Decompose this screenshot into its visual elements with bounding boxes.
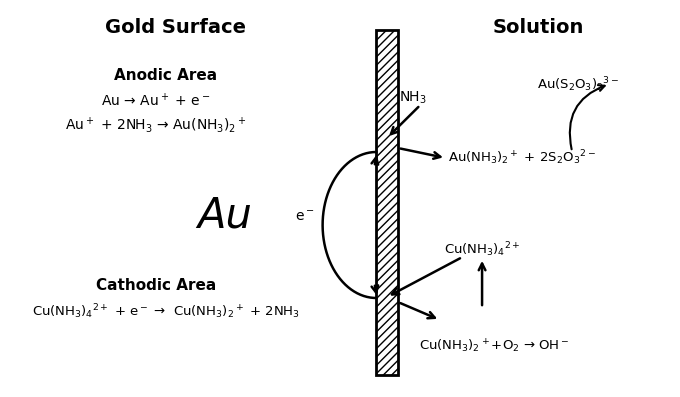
Text: Cathodic Area: Cathodic Area bbox=[96, 278, 216, 293]
Text: Cu(NH$_3$)$_2$$^+$+O$_2$ → OH$^-$: Cu(NH$_3$)$_2$$^+$+O$_2$ → OH$^-$ bbox=[419, 338, 569, 355]
Text: Au$^+$ + 2NH$_3$ → Au(NH$_3$)$_2$$^+$: Au$^+$ + 2NH$_3$ → Au(NH$_3$)$_2$$^+$ bbox=[65, 115, 247, 135]
Text: Gold Surface: Gold Surface bbox=[105, 18, 246, 37]
Text: Anodic Area: Anodic Area bbox=[114, 68, 217, 83]
Text: Cu(NH$_3$)$_4$$^{2+}$: Cu(NH$_3$)$_4$$^{2+}$ bbox=[444, 240, 520, 259]
Text: Cu(NH$_3$)$_4$$^{2+}$ + e$^-$ →  Cu(NH$_3$)$_2$$^+$ + 2NH$_3$: Cu(NH$_3$)$_4$$^{2+}$ + e$^-$ → Cu(NH$_3… bbox=[32, 302, 299, 321]
Text: Au: Au bbox=[197, 194, 252, 236]
Text: Solution: Solution bbox=[492, 18, 583, 37]
Text: NH$_3$: NH$_3$ bbox=[398, 90, 426, 106]
Text: Au(S$_2$O$_3$)$_2$$^{3-}$: Au(S$_2$O$_3$)$_2$$^{3-}$ bbox=[537, 75, 619, 94]
Text: Au(NH$_3$)$_2$$^+$ + 2S$_2$O$_3$$^{2-}$: Au(NH$_3$)$_2$$^+$ + 2S$_2$O$_3$$^{2-}$ bbox=[448, 148, 596, 168]
Text: Au → Au$^+$ + e$^-$: Au → Au$^+$ + e$^-$ bbox=[101, 92, 211, 109]
Bar bbox=[376, 30, 398, 375]
Text: e$^-$: e$^-$ bbox=[295, 210, 315, 224]
